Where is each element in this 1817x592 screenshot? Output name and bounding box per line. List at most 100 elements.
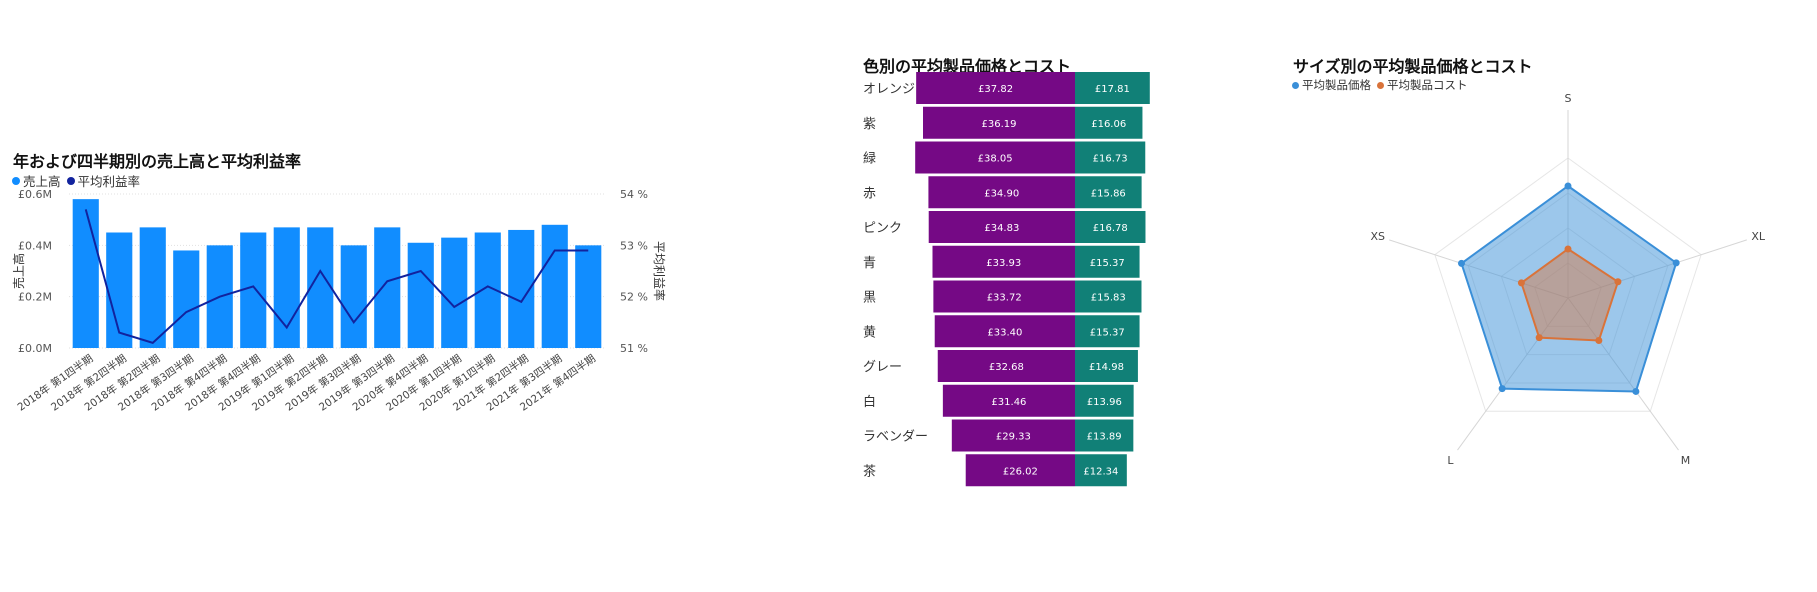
color-price-cost-chart: 色別の平均製品価格とコスト オレンジ £37.82 £17.81 紫 £36.19 £16… [850, 0, 1170, 592]
y2-tick-label: 54 % [620, 188, 648, 201]
price-data-label: £31.46 [991, 397, 1026, 408]
price-bar[interactable] [965, 454, 1075, 487]
y2-tick-label: 53 % [620, 239, 648, 252]
category-label: 黄 [863, 325, 876, 340]
radar-point[interactable] [1672, 259, 1680, 267]
price-bar[interactable] [928, 211, 1075, 243]
category-label: ピンク [863, 221, 902, 236]
sales-bar[interactable] [374, 227, 401, 348]
price-data-label: £38.05 [978, 154, 1013, 165]
legend-dot-icon [1377, 81, 1384, 89]
sales-bar[interactable] [441, 237, 468, 348]
sales-bar[interactable] [173, 250, 200, 348]
radar-point[interactable] [1457, 259, 1465, 267]
sales-bar[interactable] [407, 242, 434, 348]
cost-data-label: £13.96 [1087, 397, 1122, 408]
price-bar[interactable] [923, 106, 1075, 139]
radar-axis-label: XS [1371, 230, 1386, 243]
legend-item-margin[interactable]: 平均利益率 [66, 171, 140, 190]
cost-bar[interactable] [1075, 106, 1143, 139]
hbar-chart-canvas: オレンジ £37.82 £17.81 紫 £36.19 £16.06 緑 £38.05 £16.… [863, 72, 1150, 487]
radar-point[interactable] [1595, 336, 1603, 344]
legend-item-sales[interactable]: 売上高 [12, 171, 61, 190]
radar-series-area[interactable] [1460, 184, 1678, 393]
price-data-label: £26.02 [1003, 466, 1038, 477]
sales-bar[interactable] [575, 245, 602, 348]
sales-bar[interactable] [106, 232, 133, 349]
price-bar[interactable] [934, 315, 1075, 348]
sales-bar[interactable] [273, 227, 300, 348]
cost-data-label: £16.73 [1093, 154, 1128, 165]
price-bar[interactable] [932, 245, 1075, 278]
radar-series-area[interactable] [1520, 247, 1620, 342]
cost-bar[interactable] [1075, 211, 1146, 243]
radar-axis-label: M [1681, 454, 1691, 467]
legend-item-price[interactable]: 平均製品価格 [1292, 77, 1371, 93]
radar-point[interactable] [1564, 182, 1572, 190]
cost-bar[interactable] [1075, 315, 1140, 348]
cost-bar[interactable] [1075, 141, 1146, 174]
category-label: グレー [863, 360, 902, 375]
price-data-label: £29.33 [996, 432, 1031, 443]
legend-dot-icon [12, 176, 20, 185]
y-tick-label: £0.2M [18, 291, 52, 304]
y-tick-label: £0.4M [18, 239, 52, 252]
price-data-label: £33.72 [987, 293, 1022, 304]
cost-bar[interactable] [1075, 176, 1142, 209]
cost-data-label: £16.06 [1091, 119, 1126, 130]
cost-bar[interactable] [1075, 419, 1134, 452]
y-tick-label: £0.6M [18, 188, 52, 201]
price-data-label: £33.40 [987, 327, 1022, 338]
cost-bar[interactable] [1075, 245, 1140, 278]
sales-bar[interactable] [240, 232, 267, 349]
y-axis-label: 売上高 [11, 253, 26, 289]
sales-bar[interactable] [541, 224, 568, 348]
chart-title: 年および四半期別の売上高と平均利益率 [13, 152, 302, 171]
y2-axis-label: 平均利益率 [652, 241, 667, 301]
legend-dot-icon [66, 176, 75, 185]
radar-grid-ring [1434, 157, 1702, 412]
cost-bar[interactable] [1075, 280, 1142, 313]
chart-legend: 売上高 平均利益率 [12, 171, 146, 190]
category-label: 茶 [863, 463, 876, 479]
radar-point[interactable] [1614, 278, 1622, 286]
cost-bar[interactable] [1075, 454, 1127, 487]
price-bar[interactable] [937, 350, 1075, 382]
cost-bar[interactable] [1075, 72, 1150, 104]
radar-point[interactable] [1535, 334, 1543, 342]
price-bar[interactable] [942, 384, 1075, 417]
sales-bar[interactable] [139, 227, 166, 348]
radar-axis-label: XL [1751, 230, 1766, 243]
margin-line[interactable] [84, 209, 589, 344]
price-bar[interactable] [933, 280, 1075, 313]
category-label: 赤 [863, 186, 876, 201]
price-data-label: £36.19 [982, 119, 1017, 130]
price-bar[interactable] [951, 419, 1075, 452]
radar-point[interactable] [1517, 279, 1525, 287]
y2-tick-label: 51 % [620, 342, 648, 355]
price-bar[interactable] [915, 141, 1075, 174]
cost-bar[interactable] [1075, 384, 1134, 417]
radar-point[interactable] [1564, 245, 1572, 253]
radar-point[interactable] [1498, 385, 1506, 393]
radar-axis-label: S [1565, 92, 1572, 105]
sales-bar[interactable] [72, 199, 99, 348]
sales-bar[interactable] [307, 227, 334, 348]
cost-bar[interactable] [1075, 350, 1138, 382]
price-bar[interactable] [916, 72, 1075, 104]
radar-point[interactable] [1632, 387, 1640, 395]
cost-data-label: £13.89 [1087, 432, 1122, 443]
category-label: 黒 [863, 291, 876, 306]
sales-bar[interactable] [340, 245, 367, 348]
legend-item-cost[interactable]: 平均製品コスト [1377, 77, 1468, 93]
radar-axis-label: L [1447, 454, 1454, 467]
y2-tick-label: 52 % [620, 291, 648, 304]
chart-title: 色別の平均製品価格とコスト [863, 57, 1072, 76]
price-data-label: £37.82 [978, 84, 1013, 95]
price-data-label: £32.68 [989, 362, 1024, 373]
price-bar[interactable] [928, 176, 1075, 209]
category-label: 青 [863, 256, 876, 271]
category-label: ラベンダー [863, 430, 928, 445]
category-label: 白 [863, 394, 876, 410]
